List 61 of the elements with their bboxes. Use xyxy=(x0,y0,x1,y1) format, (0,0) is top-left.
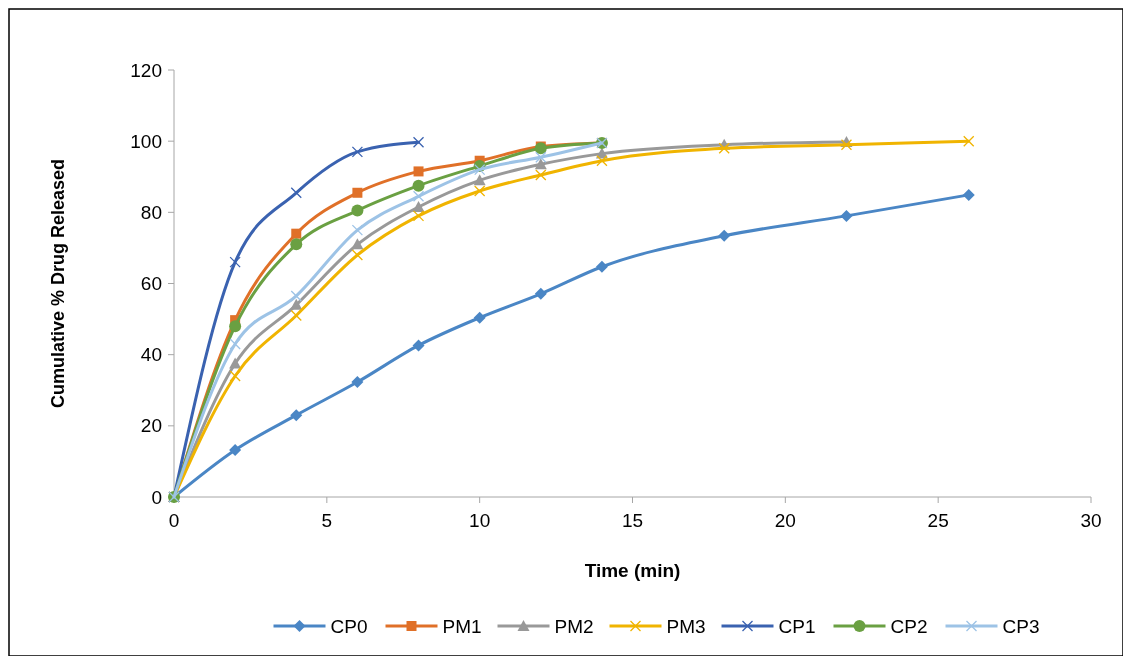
legend-label: PM3 xyxy=(666,615,706,637)
x-tick-label: 5 xyxy=(321,510,333,531)
point xyxy=(840,209,853,222)
legend-label: PM2 xyxy=(554,615,594,637)
x-tick-label: 20 xyxy=(774,510,796,531)
point xyxy=(840,139,853,151)
y-tick-label: 100 xyxy=(130,130,162,152)
point xyxy=(412,179,425,192)
point xyxy=(229,320,242,333)
point xyxy=(412,201,425,212)
point xyxy=(351,249,364,261)
point xyxy=(718,229,731,242)
point xyxy=(352,187,363,198)
point xyxy=(229,370,241,382)
point xyxy=(534,158,547,170)
point xyxy=(229,256,241,268)
point xyxy=(229,338,241,350)
x-axis-title: Time (min) xyxy=(584,560,681,581)
point xyxy=(534,287,547,300)
point xyxy=(412,339,425,352)
y-tick-label: 60 xyxy=(140,273,162,295)
point xyxy=(351,146,364,158)
point xyxy=(596,155,608,167)
point xyxy=(290,298,303,310)
point xyxy=(962,188,975,201)
point xyxy=(351,204,364,217)
point xyxy=(474,185,486,197)
point xyxy=(413,166,424,177)
point xyxy=(291,228,302,239)
x-tick-label: 30 xyxy=(1080,510,1102,531)
x-tick-label: 25 xyxy=(927,510,949,531)
y-tick-label: 80 xyxy=(140,201,162,223)
point xyxy=(412,136,425,148)
point xyxy=(473,174,486,186)
point xyxy=(963,135,975,147)
point xyxy=(351,376,364,389)
legend-label: CP0 xyxy=(330,615,368,637)
legend-label: CP3 xyxy=(1002,615,1040,637)
point xyxy=(535,151,547,163)
point xyxy=(595,260,608,273)
point xyxy=(290,187,302,199)
legend-label: PM1 xyxy=(442,615,482,637)
point xyxy=(351,238,364,250)
point xyxy=(718,142,730,154)
y-tick-label: 0 xyxy=(151,486,162,508)
point xyxy=(412,210,425,222)
point xyxy=(229,444,242,457)
y-tick-label: 20 xyxy=(140,415,162,437)
y-tick-label: 40 xyxy=(140,344,162,366)
y-tick-label: 120 xyxy=(130,59,162,81)
legend-label: CP2 xyxy=(890,615,928,637)
point xyxy=(535,169,547,181)
y-axis-title: Cumulative % Drug Released xyxy=(48,158,68,409)
x-tick-label: 0 xyxy=(168,510,180,531)
legend-label: CP1 xyxy=(778,615,816,637)
point xyxy=(290,409,303,422)
x-tick-label: 15 xyxy=(621,510,644,531)
point xyxy=(473,311,486,324)
x-tick-label: 10 xyxy=(469,510,491,531)
point xyxy=(412,190,425,202)
point xyxy=(290,238,303,251)
